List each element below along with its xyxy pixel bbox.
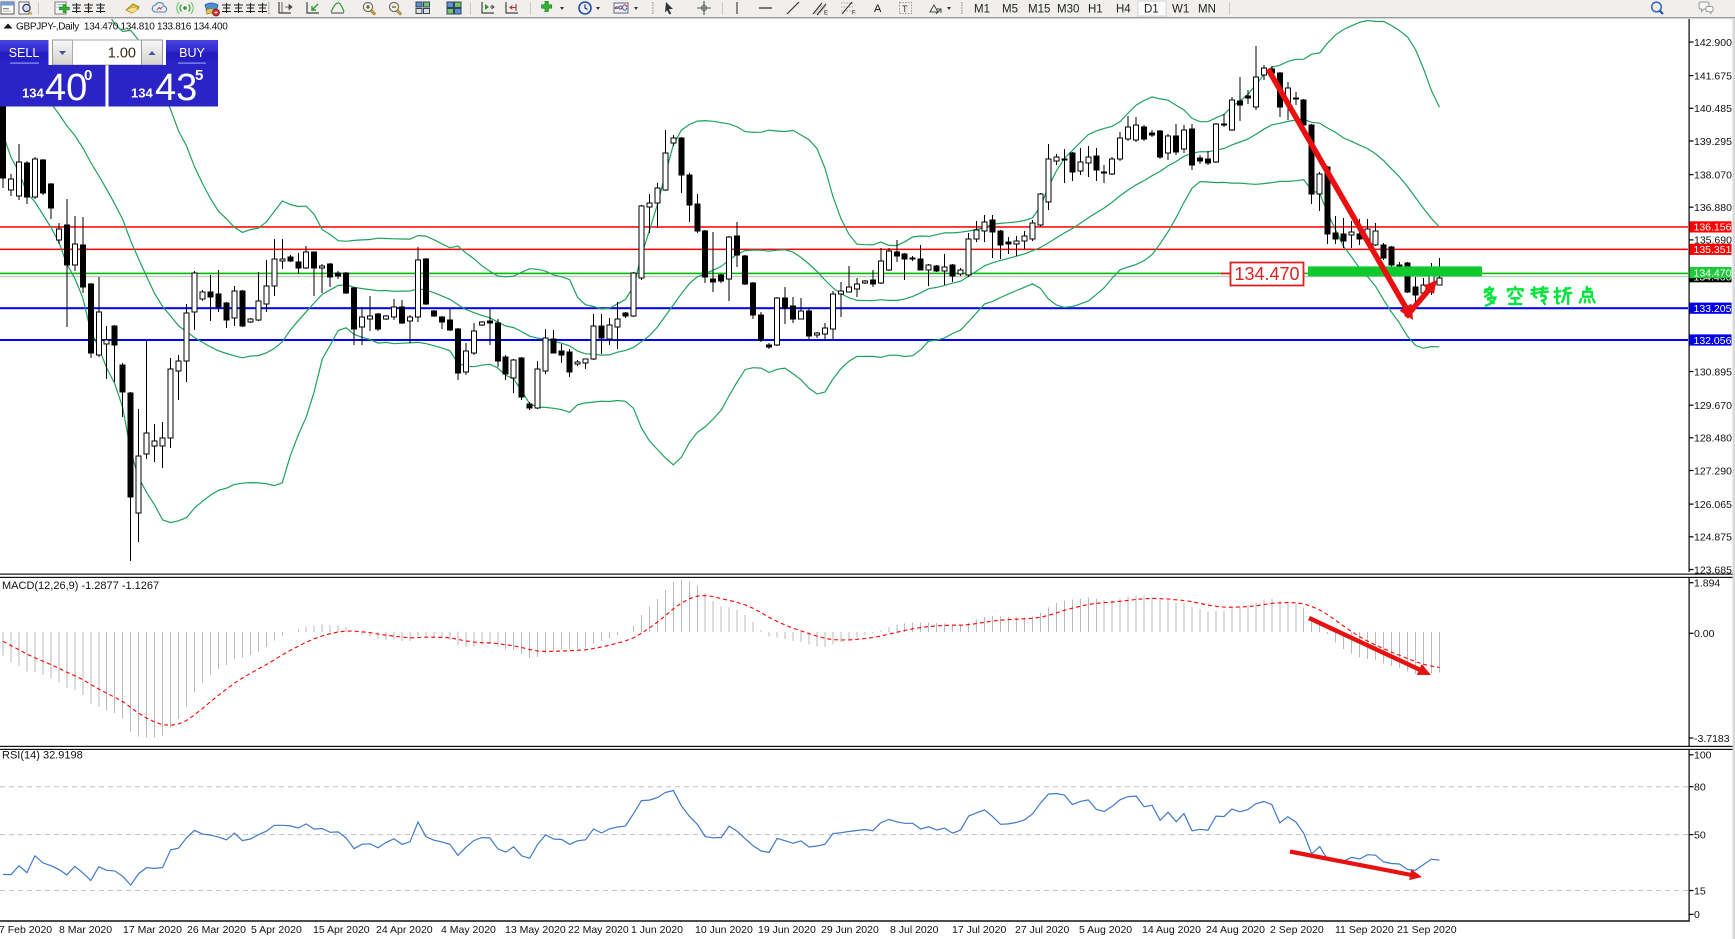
svg-text:50: 50 [1694, 829, 1706, 841]
svg-text:5 Aug 2020: 5 Aug 2020 [1079, 924, 1132, 936]
svg-text:-3.7183: -3.7183 [1694, 733, 1730, 745]
svg-text:26 Mar 2020: 26 Mar 2020 [187, 924, 246, 936]
svg-text:17 Jul 2020: 17 Jul 2020 [952, 924, 1006, 936]
svg-text:80: 80 [1694, 782, 1706, 794]
svg-text:M1: M1 [974, 4, 990, 16]
svg-text:140.485: 140.485 [1694, 103, 1732, 115]
svg-text:14 Aug 2020: 14 Aug 2020 [1142, 924, 1201, 936]
svg-text:124.875: 124.875 [1694, 532, 1732, 544]
svg-text:E: E [824, 11, 828, 17]
svg-text:0: 0 [1694, 909, 1700, 921]
svg-text:21 Sep 2020: 21 Sep 2020 [1397, 924, 1457, 936]
svg-text:5 Apr 2020: 5 Apr 2020 [251, 924, 302, 936]
svg-text:0: 0 [84, 67, 92, 84]
svg-text:17 Mar 2020: 17 Mar 2020 [123, 924, 182, 936]
svg-text:15: 15 [1694, 885, 1706, 897]
svg-text:W1: W1 [1172, 4, 1189, 16]
svg-text:123.685: 123.685 [1694, 564, 1732, 576]
svg-text:10 Jun 2020: 10 Jun 2020 [695, 924, 753, 936]
svg-text:43: 43 [155, 67, 197, 109]
svg-text:M15: M15 [1028, 4, 1050, 16]
svg-text:130.895: 130.895 [1694, 366, 1732, 378]
svg-text:139.295: 139.295 [1694, 136, 1732, 148]
svg-text:MACD(12,26,9) -1.2877 -1.1267: MACD(12,26,9) -1.2877 -1.1267 [2, 580, 159, 592]
svg-text:8 Jul 2020: 8 Jul 2020 [890, 924, 939, 936]
svg-text:H4: H4 [1116, 4, 1131, 16]
svg-text:135.351: 135.351 [1694, 244, 1732, 256]
svg-text:A: A [874, 3, 882, 15]
svg-text:136.880: 136.880 [1694, 202, 1732, 214]
svg-text:24 Aug 2020: 24 Aug 2020 [1206, 924, 1265, 936]
svg-text:126.065: 126.065 [1694, 499, 1732, 511]
svg-text:100: 100 [1694, 750, 1712, 762]
svg-text:2 Sep 2020: 2 Sep 2020 [1270, 924, 1324, 936]
svg-text:8 Mar 2020: 8 Mar 2020 [59, 924, 112, 936]
svg-text:1.894: 1.894 [1694, 578, 1720, 590]
svg-text:4 May 2020: 4 May 2020 [441, 924, 496, 936]
svg-text:D1: D1 [1144, 4, 1159, 16]
svg-text:1 Jun 2020: 1 Jun 2020 [631, 924, 683, 936]
svg-text:RSI(14) 32.9198: RSI(14) 32.9198 [2, 750, 83, 762]
svg-text:142.900: 142.900 [1694, 37, 1732, 49]
svg-text:15 Apr 2020: 15 Apr 2020 [313, 924, 370, 936]
svg-text:128.480: 128.480 [1694, 433, 1732, 445]
svg-text:134.470: 134.470 [1235, 264, 1300, 284]
svg-text:H1: H1 [1088, 4, 1103, 16]
svg-text:134: 134 [131, 86, 153, 101]
svg-text:11 Sep 2020: 11 Sep 2020 [1335, 924, 1394, 936]
svg-text:133.205: 133.205 [1694, 303, 1732, 315]
svg-text:129.670: 129.670 [1694, 400, 1732, 412]
svg-text:27 Jul 2020: 27 Jul 2020 [1015, 924, 1069, 936]
svg-text:7 Feb 2020: 7 Feb 2020 [0, 924, 52, 936]
svg-text:40: 40 [45, 67, 87, 109]
svg-text:19 Jun 2020: 19 Jun 2020 [758, 924, 816, 936]
svg-text:MN: MN [1198, 4, 1216, 16]
svg-text:M5: M5 [1002, 4, 1018, 16]
svg-text:GBPJPY-,Daily 134.470 134.810: GBPJPY-,Daily 134.470 134.810 133.816 13… [16, 22, 228, 33]
svg-text:F: F [852, 11, 856, 17]
svg-text:132.056: 132.056 [1694, 335, 1732, 347]
svg-text:141.675: 141.675 [1694, 70, 1732, 82]
svg-text:SELL: SELL [9, 46, 40, 60]
svg-text:5: 5 [195, 67, 203, 84]
svg-text:13 May 2020: 13 May 2020 [505, 924, 566, 936]
svg-text:136.156: 136.156 [1694, 222, 1732, 234]
svg-text:138.070: 138.070 [1694, 169, 1732, 181]
svg-text:0.00: 0.00 [1694, 628, 1715, 640]
svg-text:134: 134 [22, 86, 44, 101]
svg-text:M30: M30 [1057, 4, 1079, 16]
svg-text:T: T [902, 4, 908, 14]
svg-text:24 Apr 2020: 24 Apr 2020 [376, 924, 433, 936]
svg-text:1.00: 1.00 [108, 46, 136, 62]
svg-text:BUY: BUY [179, 46, 205, 60]
svg-text:22 May 2020: 22 May 2020 [568, 924, 629, 936]
svg-text:127.290: 127.290 [1694, 465, 1732, 477]
svg-text:134.470: 134.470 [1694, 267, 1732, 279]
svg-text:29 Jun 2020: 29 Jun 2020 [821, 924, 879, 936]
